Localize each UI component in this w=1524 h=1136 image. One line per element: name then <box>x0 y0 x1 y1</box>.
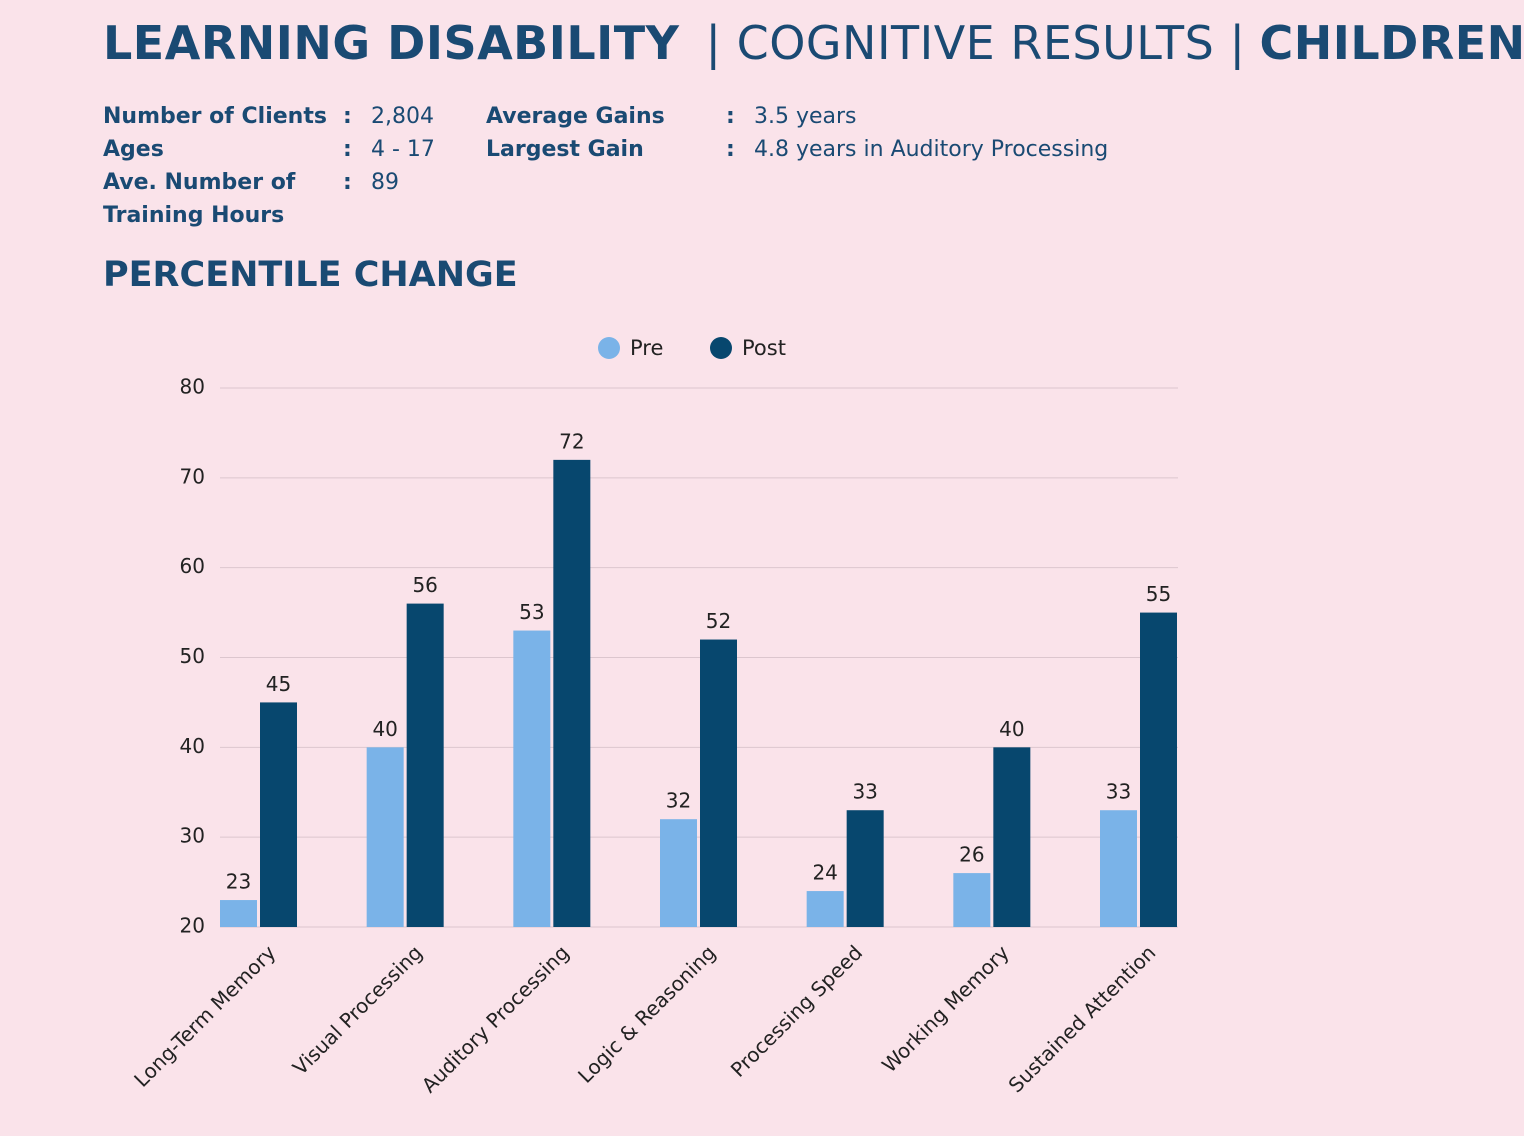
stat-separator: : <box>343 104 352 129</box>
value-label: 23 <box>226 870 251 894</box>
bar <box>406 603 444 927</box>
bar <box>806 891 844 927</box>
x-tick-label: Auditory Processing <box>417 940 574 1097</box>
stat-label: Average Gains <box>486 104 665 129</box>
legend-marker <box>710 337 732 359</box>
bar <box>660 819 697 927</box>
stats-left: Number of Clients:2,804 Ages:4 - 17 Ave. N… <box>103 100 435 232</box>
x-tick-label: Sustained Attention <box>1004 940 1161 1097</box>
y-tick-label: 50 <box>180 644 205 668</box>
y-tick-label: 40 <box>180 734 205 758</box>
stat-separator: : <box>726 137 735 162</box>
value-label: 53 <box>519 600 544 624</box>
stat-row: Average Gains:3.5 years <box>486 100 1108 133</box>
stat-label: Ages <box>103 137 164 162</box>
x-tick-label: Visual Processing <box>288 940 427 1079</box>
y-tick-label: 20 <box>180 914 205 938</box>
title-part: LEARNING DISABILITY <box>103 16 680 70</box>
stat-row: Ages:4 - 17 <box>103 133 435 166</box>
value-label: 52 <box>706 609 731 633</box>
bar <box>846 810 884 927</box>
value-label: 55 <box>1146 582 1171 606</box>
bar <box>366 747 404 927</box>
bar <box>953 873 991 927</box>
x-tick-label: Processing Speed <box>726 940 867 1081</box>
legend-label: Pre <box>630 336 663 360</box>
value-label: 40 <box>372 717 397 741</box>
bar <box>260 702 297 927</box>
y-tick-label: 70 <box>180 464 205 488</box>
bar <box>1140 612 1177 927</box>
y-tick-label: 80 <box>180 375 205 399</box>
stat-value: 3.5 years <box>754 104 857 129</box>
title-part: CHILDREN <box>1259 16 1524 70</box>
bar <box>993 747 1031 927</box>
legend-marker <box>598 337 620 359</box>
bar <box>700 639 737 927</box>
value-label: 45 <box>266 672 291 696</box>
stats-right: Average Gains:3.5 years Largest Gain:4.8 … <box>486 100 1108 166</box>
title-part: | COGNITIVE RESULTS | <box>705 16 1246 70</box>
chart-title: PERCENTILE CHANGE <box>103 255 518 295</box>
bar <box>1100 810 1137 927</box>
bar <box>220 900 257 927</box>
stat-value: 4.8 years in Auditory Processing <box>754 137 1109 162</box>
stat-row: Ave. Number of Training Hours:89 <box>103 166 435 232</box>
value-label: 26 <box>959 843 984 867</box>
stat-value: 4 - 17 <box>371 137 435 162</box>
stat-label: Ave. Number of Training Hours <box>103 170 296 228</box>
bar <box>513 630 551 927</box>
value-label: 33 <box>1106 780 1131 804</box>
value-label: 72 <box>559 429 584 453</box>
stat-row: Largest Gain:4.8 years in Auditory Proce… <box>486 133 1108 166</box>
stat-separator: : <box>343 137 352 162</box>
stat-value: 89 <box>371 170 399 195</box>
value-label: 24 <box>812 861 837 885</box>
stat-row: Number of Clients:2,804 <box>103 100 435 133</box>
x-tick-label: Logic & Reasoning <box>573 940 720 1087</box>
stat-label: Number of Clients <box>103 104 327 129</box>
stat-label: Largest Gain <box>486 137 644 162</box>
stat-separator: : <box>343 170 352 195</box>
x-tick-label: Working Memory <box>877 940 1014 1077</box>
value-label: 32 <box>666 789 691 813</box>
stat-separator: : <box>726 104 735 129</box>
legend-label: Post <box>742 336 786 360</box>
x-tick-label: Long-Term Memory <box>129 940 280 1091</box>
value-label: 33 <box>852 780 877 804</box>
stat-value: 2,804 <box>371 104 434 129</box>
title: LEARNING DISABILITY | COGNITIVE RESULTS |… <box>103 16 1524 70</box>
y-tick-label: 30 <box>180 824 205 848</box>
value-label: 40 <box>999 717 1024 741</box>
value-label: 56 <box>412 573 437 597</box>
y-tick-label: 60 <box>180 554 205 578</box>
bar <box>553 459 591 927</box>
